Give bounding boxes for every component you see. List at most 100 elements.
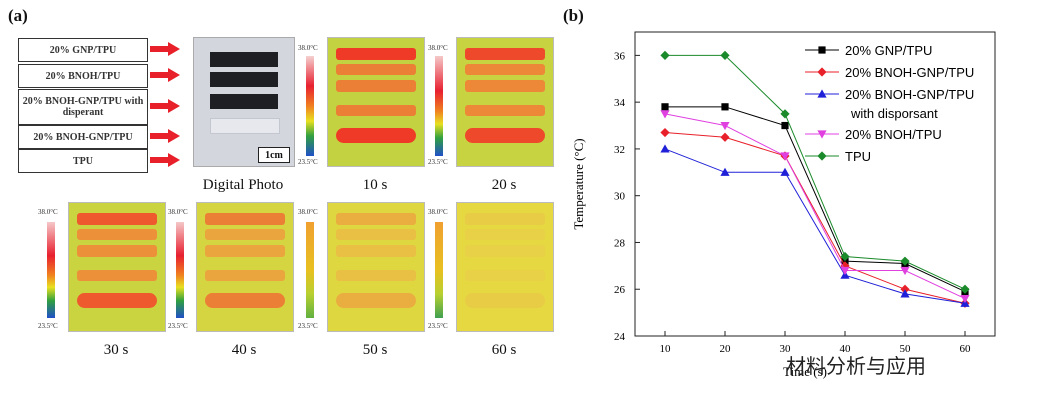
x-tick-label: 20 [720, 343, 732, 355]
colorbar [306, 222, 314, 318]
data-point [840, 251, 850, 262]
data-point [900, 256, 910, 266]
thermal-image [456, 202, 554, 332]
thermal-strip [335, 80, 417, 92]
series-line [664, 132, 966, 304]
colorbar [47, 222, 55, 318]
arrow-icon [150, 42, 180, 56]
frame-caption: 40 s [231, 342, 257, 358]
thermal-strip [76, 228, 158, 241]
series-line [664, 148, 966, 304]
thermal-strip [335, 228, 417, 241]
data-point [781, 121, 789, 130]
colorbar-min-label: 23.5°C [428, 158, 448, 166]
data-point [817, 130, 827, 139]
legend-label: 20% GNP/TPU [845, 43, 932, 58]
data-point [661, 103, 669, 111]
plot-frame [634, 31, 996, 337]
thermal-image [327, 37, 425, 167]
watermark: 材料分析与应用 [786, 354, 926, 378]
legend-label: TPU [845, 149, 871, 164]
legend-label: 20% BNOH-GNP/TPU [845, 87, 974, 102]
y-axis-label: Temperature (°C) [571, 138, 586, 229]
thermal-strip [335, 127, 417, 143]
colorbar [306, 56, 314, 156]
arrow-icon [150, 129, 180, 143]
data-point [660, 110, 670, 119]
data-point [900, 284, 910, 294]
data-point [817, 151, 827, 161]
thermal-strip [335, 213, 417, 225]
x-axis-label: Time (s) [783, 364, 827, 379]
thermal-strip [335, 292, 417, 308]
frame-caption: 60 s [491, 342, 517, 358]
thermal-strip [464, 104, 546, 117]
colorbar [435, 56, 443, 156]
sample-tape [210, 94, 278, 109]
colorbar-max-label: 38.0°C [38, 208, 58, 216]
thermal-strip [464, 127, 546, 143]
thermal-strip [335, 104, 417, 117]
thermal-strip [76, 269, 158, 282]
thermal-image [68, 202, 166, 332]
thermal-image [456, 37, 554, 167]
data-point [720, 121, 730, 131]
legend-label: 20% BNOH-GNP/TPU [845, 65, 974, 80]
data-point [660, 144, 670, 153]
data-point [721, 103, 729, 111]
thermal-strip [204, 228, 286, 241]
thermal-strip [76, 213, 158, 225]
x-tick-label: 50 [900, 343, 912, 355]
colorbar-min-label: 23.5°C [298, 322, 318, 330]
sample-label-gnp-tpu: 20% GNP/TPU [18, 38, 148, 62]
data-point [780, 109, 790, 119]
sample-label-bnoh-gnp-disperant: 20% BNOH-GNP/TPU with disperant [18, 89, 148, 125]
thermal-strip [464, 292, 546, 308]
colorbar-min-label: 23.5°C [298, 158, 318, 166]
frame-caption: 10 s [362, 177, 388, 193]
data-point [818, 46, 826, 54]
x-tick-label: 30 [780, 343, 792, 355]
thermal-strip [204, 245, 286, 257]
thermal-strip [204, 292, 286, 308]
arrow-icon [150, 99, 180, 113]
sample-tape [210, 52, 278, 67]
x-tick-label: 40 [840, 343, 852, 355]
thermal-strip [335, 63, 417, 76]
thermal-strip [335, 269, 417, 282]
data-point [817, 89, 827, 98]
data-point [720, 50, 730, 60]
thermal-strip [464, 228, 546, 241]
data-point [660, 50, 670, 60]
frame-caption: 50 s [362, 342, 388, 358]
colorbar-max-label: 38.0°C [298, 44, 318, 52]
data-point [960, 284, 970, 294]
data-point [960, 294, 970, 304]
colorbar-min-label: 23.5°C [428, 322, 448, 330]
x-tick-label: 10 [660, 343, 672, 355]
data-point [841, 257, 849, 265]
data-point [720, 167, 730, 176]
series-line [665, 54, 966, 290]
colorbar-max-label: 38.0°C [168, 208, 188, 216]
thermal-strip [204, 213, 286, 225]
scale-bar: 1cm [258, 147, 290, 163]
arrow-icon [150, 153, 180, 167]
y-tick-label: 24 [614, 331, 626, 343]
panel-b-label: (b) [563, 6, 584, 25]
thermal-strip [76, 245, 158, 257]
sample-label-tpu: TPU [18, 149, 148, 173]
frame-caption: 20 s [491, 177, 517, 193]
thermal-strip [335, 245, 417, 257]
thermal-strip [204, 269, 286, 282]
sample-label-bnoh-tpu: 20% BNOH/TPU [18, 64, 148, 88]
arrow-icon [150, 68, 180, 82]
legend-label: 20% BNOH/TPU [845, 127, 942, 142]
data-point [817, 67, 827, 77]
y-tick-label: 26 [614, 284, 626, 296]
digital-photo: 1cm [193, 37, 295, 167]
thermal-strip [464, 48, 546, 60]
data-point [720, 132, 730, 142]
data-point [900, 266, 910, 276]
thermal-strip [464, 245, 546, 257]
